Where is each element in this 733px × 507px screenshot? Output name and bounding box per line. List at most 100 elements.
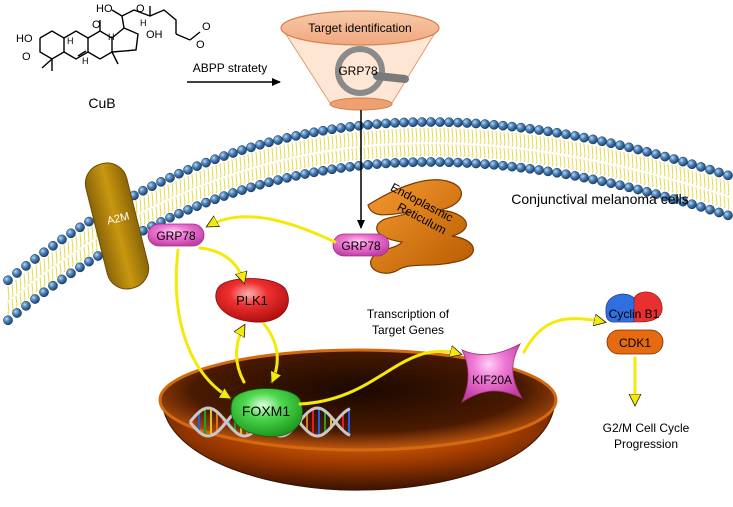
lipid-head: [318, 125, 328, 136]
lipid-head: [633, 144, 643, 155]
lipid-head: [282, 133, 292, 143]
lipid-head: [489, 159, 499, 170]
lipid-head: [12, 268, 22, 278]
grp78-er: GRP78: [332, 233, 390, 257]
lipid-head: [75, 262, 85, 273]
lipid-head: [444, 157, 454, 168]
lipid-head: [66, 268, 76, 279]
lipid-head: [687, 199, 697, 210]
lipid-head: [174, 168, 184, 179]
lipid-head: [687, 159, 697, 170]
lipid-head: [705, 164, 715, 175]
target-identification: Target identification GRP78: [280, 10, 440, 111]
lipid-head: [48, 240, 58, 251]
arrow-foxm1-to-plk1: [237, 326, 246, 384]
lipid-head: [399, 117, 409, 128]
lipid-head: [246, 182, 256, 193]
lipid-head: [561, 169, 571, 180]
lipid-head: [318, 165, 328, 176]
lipid-head: [345, 161, 355, 172]
lipid-head: [228, 188, 238, 198]
lipid-head: [390, 158, 400, 168]
lipid-head: [678, 196, 688, 207]
lipid-head: [534, 125, 544, 135]
lipid-head: [372, 119, 382, 129]
funnel-top: [280, 10, 440, 46]
lipid-head: [210, 154, 220, 165]
lipid-head: [183, 204, 193, 215]
lipid-head: [642, 146, 652, 157]
lipid-head: [408, 117, 418, 128]
arrow-grp78-to-foxm1: [174, 248, 230, 400]
arrow-grp78-to-plk1: [198, 246, 244, 282]
lipid-head: [390, 118, 400, 128]
method-label: ABPP stratety: [193, 61, 267, 75]
lipid-head: [246, 142, 256, 153]
lipid-head: [507, 121, 517, 132]
lipid-head: [3, 275, 13, 286]
lipid-head: [453, 157, 463, 168]
lipid-head: [660, 151, 670, 162]
lipid-head: [300, 169, 310, 179]
arrow-er-to-grp78: [208, 217, 337, 244]
lipid-head: [588, 174, 598, 185]
lipid-head: [12, 308, 22, 318]
h-label-2: H: [108, 32, 115, 42]
lipid-head: [84, 256, 94, 267]
lipid-head: [57, 234, 67, 245]
transcription-line1: Transcription of: [367, 307, 450, 321]
lipid-head: [489, 119, 499, 130]
lipid-head: [624, 182, 634, 193]
lipid-head: [543, 126, 553, 137]
lipid-head: [498, 160, 508, 171]
lipid-head: [507, 161, 517, 172]
lipid-head: [255, 139, 265, 150]
lipid-head: [219, 191, 229, 201]
lipid-head: [597, 176, 607, 187]
lipid-head: [363, 160, 373, 170]
lipid-head: [336, 123, 346, 133]
lipid-head: [75, 222, 85, 233]
lipid-head: [354, 120, 364, 131]
a2m-receptor: A2M: [84, 162, 150, 290]
lipid-head: [525, 123, 535, 134]
ho-label-2: HO: [96, 3, 113, 15]
lipid-head: [435, 117, 445, 127]
plk1-label: PLK1: [236, 293, 268, 308]
o-label-2: O: [92, 19, 101, 31]
lipid-head: [462, 118, 472, 128]
lipid-head: [309, 127, 319, 138]
lipid-head: [30, 294, 40, 304]
lipid-head: [48, 280, 58, 291]
lipid-head: [462, 158, 472, 168]
lipid-head: [633, 184, 643, 195]
signal-arrows: [174, 217, 635, 404]
lipid-head: [201, 197, 211, 208]
lipid-head: [723, 170, 733, 181]
lipid-head: [534, 165, 544, 175]
cyclin-cdk-complex: Cyclin B1 CDK1: [605, 291, 664, 355]
cell-label: Conjunctival melanoma cells: [511, 191, 688, 207]
lipid-tails: [7, 127, 730, 315]
lipid-head: [327, 124, 337, 135]
lipid-head: [480, 159, 490, 169]
grp78-membrane-label: GRP78: [156, 229, 196, 243]
lipid-head: [354, 160, 364, 171]
lipid-head: [561, 129, 571, 140]
cub-atom-labels: HO O H O H HO O OH H H O O: [16, 3, 211, 66]
lipid-head: [237, 185, 247, 195]
lipid-head: [381, 158, 391, 169]
lipid-head: [264, 137, 274, 148]
lipid-head: [39, 287, 49, 298]
arrow-kif20a-to-cyclin: [522, 318, 604, 354]
cdk1-label: CDK1: [619, 336, 651, 350]
o-label-1: O: [22, 51, 31, 63]
lipid-head: [651, 189, 661, 200]
h-label-1: H: [67, 36, 74, 46]
lipid-head: [471, 118, 481, 129]
o-label-3: O: [136, 3, 145, 15]
lipid-head: [291, 131, 301, 141]
lipid-head: [516, 162, 526, 173]
lipid-head: [696, 202, 706, 212]
